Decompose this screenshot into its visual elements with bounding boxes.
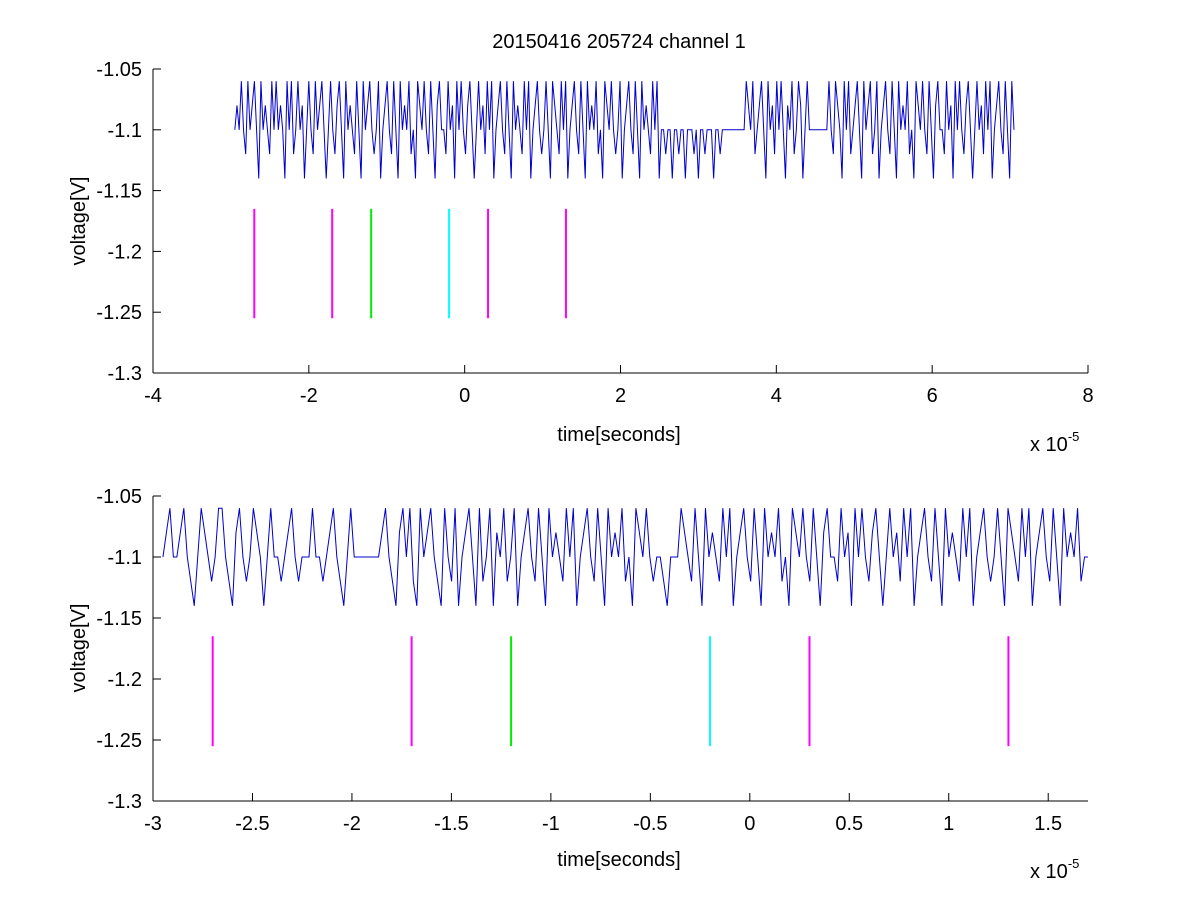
bottom-x-tick-label: -3	[144, 813, 162, 835]
top-y-tick-label: -1.1	[108, 120, 142, 142]
top-y-label: voltage[V]	[68, 177, 90, 266]
top-x-tick-label: -4	[144, 385, 162, 407]
top-x-tick-label: 2	[615, 385, 626, 407]
bottom-x-tick-label: -0.5	[633, 813, 667, 835]
bottom-x-tick-label: 0	[744, 813, 755, 835]
top-y-tick-label: -1.15	[96, 181, 142, 203]
bottom-y-label: voltage[V]	[68, 604, 90, 693]
bottom-x-tick-label: 1.5	[1034, 813, 1062, 835]
bottom-y-tick-label: -1.25	[96, 730, 142, 752]
top-voltage-trace	[234, 81, 1015, 179]
bottom-x-tick-label: -2	[343, 813, 361, 835]
bottom-marker-layer	[211, 636, 1010, 747]
bottom-x-tick-label: -2.5	[235, 813, 269, 835]
bottom-series-layer	[162, 507, 1088, 606]
bottom-subplot: -3 -2.5 -2 -1.5 -1 -0.5 0 0.5 1 1.5 -1.3 -1.25 -1.2…	[68, 486, 1088, 883]
top-marker-layer	[253, 208, 567, 319]
bottom-voltage-trace	[162, 507, 1088, 606]
top-x-tick-label: -2	[300, 385, 318, 407]
top-x-tick-label: 6	[927, 385, 938, 407]
top-x-tick-label: 0	[459, 385, 470, 407]
top-x-tick-label: 8	[1082, 385, 1093, 407]
bottom-y-tick-label: -1.05	[96, 486, 142, 508]
bottom-x-label: time[seconds]	[557, 849, 680, 871]
bottom-x-tick-label: -1	[542, 813, 560, 835]
top-x-label: time[seconds]	[557, 424, 680, 446]
bottom-x-ticks: -3 -2.5 -2 -1.5 -1 -0.5 0 0.5 1 1.5	[144, 793, 1062, 835]
bottom-y-tick-label: -1.1	[108, 547, 142, 569]
bottom-y-tick-label: -1.15	[96, 608, 142, 630]
top-x-ticks: -4 -2 0 2 4 6 8	[144, 365, 1094, 407]
top-x-exponent: x 10-5	[1030, 429, 1079, 456]
bottom-y-tick-label: -1.3	[108, 791, 142, 813]
figure-title: 20150416 205724 channel 1	[492, 31, 746, 53]
bottom-x-tick-label: 0.5	[835, 813, 863, 835]
bottom-x-exponent: x 10-5	[1030, 856, 1079, 883]
top-y-ticks: -1.3 -1.25 -1.2 -1.15 -1.1 -1.05	[96, 59, 161, 385]
top-y-tick-label: -1.05	[96, 59, 142, 81]
top-y-tick-label: -1.2	[108, 241, 142, 263]
top-x-exponent-base: x 10	[1030, 434, 1068, 456]
top-x-exponent-power: -5	[1068, 429, 1080, 444]
bottom-x-tick-label: 1	[943, 813, 954, 835]
top-y-tick-label: -1.3	[108, 363, 142, 385]
bottom-y-ticks: -1.3 -1.25 -1.2 -1.15 -1.1 -1.05	[96, 486, 161, 813]
bottom-x-exponent-power: -5	[1068, 856, 1080, 871]
top-x-tick-label: 4	[771, 385, 782, 407]
top-series-layer	[234, 81, 1015, 179]
bottom-x-tick-label: -1.5	[434, 813, 468, 835]
bottom-x-exponent-base: x 10	[1030, 861, 1068, 883]
bottom-y-tick-label: -1.2	[108, 669, 142, 691]
top-y-tick-label: -1.25	[96, 302, 142, 324]
bottom-axes-box	[153, 496, 1088, 801]
top-subplot: -4 -2 0 2 4 6 8 -1.3 -1.25 -1.2 -1.15 -1.1 -1.05 ti…	[68, 59, 1094, 456]
